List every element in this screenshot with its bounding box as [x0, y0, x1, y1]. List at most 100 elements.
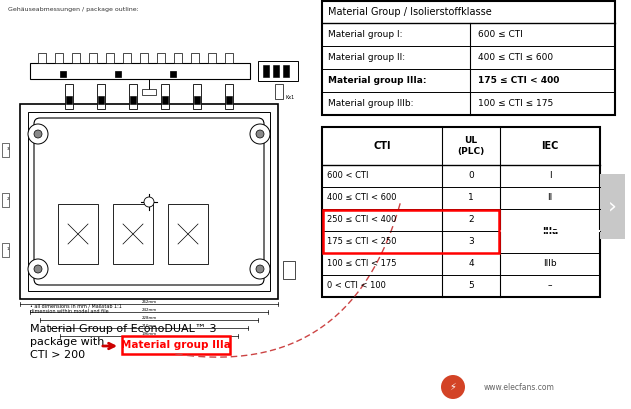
- Bar: [225, 53, 233, 63]
- Text: package with: package with: [30, 337, 104, 347]
- Circle shape: [250, 259, 270, 279]
- Text: 0 < CTI < 100: 0 < CTI < 100: [327, 281, 386, 290]
- Text: ›: ›: [608, 196, 617, 216]
- Text: 242mm: 242mm: [141, 308, 156, 312]
- Text: 175 ≤ CTI < 250: 175 ≤ CTI < 250: [327, 238, 396, 247]
- Bar: [113, 204, 153, 264]
- Bar: [322, 1, 615, 115]
- Text: CTI > 200: CTI > 200: [30, 350, 85, 360]
- Bar: [263, 65, 269, 77]
- Text: Material group IIIa:: Material group IIIa:: [328, 76, 427, 85]
- Circle shape: [34, 130, 42, 138]
- Bar: [275, 84, 283, 99]
- Text: 2: 2: [7, 197, 9, 201]
- Bar: [130, 96, 136, 104]
- Text: 210mm: 210mm: [141, 324, 156, 328]
- Bar: [58, 204, 98, 264]
- Text: 600 < CTI: 600 < CTI: [327, 171, 369, 180]
- Text: 1: 1: [7, 247, 9, 251]
- Text: www.elecfans.com: www.elecfans.com: [484, 382, 555, 391]
- Bar: [89, 53, 97, 63]
- Text: • all dimensions in mm / Maßstab 1:1: • all dimensions in mm / Maßstab 1:1: [30, 304, 122, 309]
- Bar: [142, 89, 156, 95]
- Text: 175 ≤ CTI < 400: 175 ≤ CTI < 400: [478, 76, 559, 85]
- Bar: [161, 84, 169, 109]
- Bar: [162, 96, 168, 104]
- Bar: [140, 53, 148, 63]
- Bar: [600, 174, 625, 239]
- Bar: [322, 127, 600, 297]
- Text: 1: 1: [468, 193, 474, 202]
- Bar: [106, 53, 114, 63]
- Bar: [2, 243, 9, 257]
- Bar: [66, 96, 72, 104]
- Text: Material group I:: Material group I:: [328, 30, 403, 39]
- Text: –: –: [548, 281, 552, 290]
- Bar: [194, 96, 200, 104]
- Text: UL
(PLC): UL (PLC): [457, 136, 485, 156]
- Bar: [193, 84, 201, 109]
- Bar: [55, 53, 63, 63]
- Text: Material Group / Isolierstoffklasse: Material Group / Isolierstoffklasse: [328, 7, 492, 17]
- Bar: [2, 193, 9, 207]
- Text: 400 ≤ CTI ≤ 600: 400 ≤ CTI ≤ 600: [478, 53, 553, 62]
- Bar: [38, 53, 46, 63]
- Bar: [174, 53, 182, 63]
- Text: 100 ≤ CTI < 175: 100 ≤ CTI < 175: [327, 259, 396, 268]
- Text: 3: 3: [7, 147, 9, 151]
- Text: Material group II:: Material group II:: [328, 53, 405, 62]
- Bar: [122, 336, 230, 354]
- Bar: [2, 143, 9, 157]
- Text: 3: 3: [468, 238, 474, 247]
- Bar: [72, 53, 80, 63]
- Text: 4: 4: [468, 259, 474, 268]
- Text: IIIa: IIIa: [542, 227, 558, 236]
- Bar: [283, 261, 295, 279]
- Bar: [30, 63, 250, 79]
- Text: Gehäuseabmessungen / package outline:: Gehäuseabmessungen / package outline:: [8, 7, 139, 12]
- Text: I: I: [549, 171, 551, 180]
- Text: 2: 2: [468, 216, 474, 225]
- Bar: [208, 53, 216, 63]
- Bar: [60, 71, 66, 77]
- Circle shape: [256, 130, 264, 138]
- Bar: [129, 84, 137, 109]
- Text: IEC: IEC: [541, 141, 558, 151]
- Text: Kx1: Kx1: [285, 95, 294, 100]
- Bar: [123, 53, 131, 63]
- Bar: [97, 84, 105, 109]
- Text: 228mm: 228mm: [141, 316, 156, 320]
- Text: Material Group of EconoDUAL™ 3: Material Group of EconoDUAL™ 3: [30, 324, 216, 334]
- Bar: [170, 71, 176, 77]
- Circle shape: [28, 259, 48, 279]
- Text: 400 ≤ CTI < 600: 400 ≤ CTI < 600: [327, 193, 396, 202]
- Bar: [28, 112, 270, 291]
- Text: ⚡: ⚡: [449, 382, 456, 392]
- Text: 0: 0: [468, 171, 474, 180]
- Text: IIIb: IIIb: [543, 259, 557, 268]
- Text: 5: 5: [468, 281, 474, 290]
- Circle shape: [256, 265, 264, 273]
- Bar: [98, 96, 104, 104]
- Bar: [168, 204, 208, 264]
- Bar: [0, 0, 318, 409]
- Circle shape: [441, 375, 465, 399]
- Text: 250 ≤ CTI < 400: 250 ≤ CTI < 400: [327, 216, 396, 225]
- Bar: [273, 65, 279, 77]
- Circle shape: [28, 124, 48, 144]
- Circle shape: [144, 197, 154, 207]
- Bar: [191, 53, 199, 63]
- Bar: [258, 61, 298, 81]
- Text: 262mm: 262mm: [141, 300, 156, 304]
- Text: 196mm: 196mm: [141, 332, 156, 336]
- Bar: [283, 65, 289, 77]
- Bar: [157, 53, 165, 63]
- Text: 100 ≤ CTI ≤ 175: 100 ≤ CTI ≤ 175: [478, 99, 553, 108]
- Bar: [115, 71, 121, 77]
- Text: dimension within model and file: dimension within model and file: [30, 309, 109, 314]
- Text: Material group IIIb:: Material group IIIb:: [328, 99, 413, 108]
- Text: CTI: CTI: [374, 141, 391, 151]
- Circle shape: [250, 124, 270, 144]
- Text: Material group IIIa: Material group IIIa: [121, 340, 231, 350]
- FancyBboxPatch shape: [34, 118, 264, 285]
